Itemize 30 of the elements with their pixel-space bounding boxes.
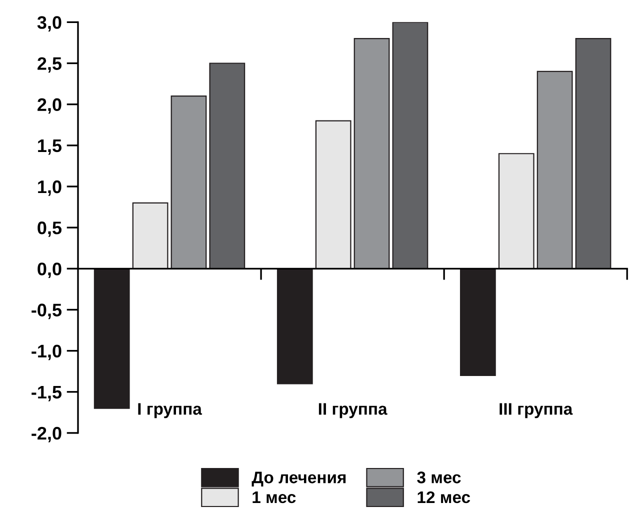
bar [575, 38, 612, 270]
bar [536, 70, 573, 270]
bar [209, 62, 246, 270]
legend-label: До лечения [252, 472, 346, 486]
y-tick-label: 0,0 [38, 262, 62, 278]
bar [276, 268, 313, 384]
legend-label: 12 мес [418, 491, 470, 504]
y-tick-label: 1,5 [38, 140, 62, 155]
bar [498, 153, 534, 270]
bar [315, 120, 352, 270]
bar [170, 96, 207, 270]
y-tick-label: 3,0 [37, 16, 62, 32]
y-tick-label: -1,5 [32, 386, 62, 402]
y-tick-label: 2,0 [38, 98, 62, 114]
x-tick-label: III группа [500, 403, 573, 418]
y-tick-label: 2,5 [38, 57, 62, 73]
y-tick-label: 0,5 [38, 222, 62, 237]
x-tick-label: I группа [138, 403, 202, 418]
x-tick-label: II группа [318, 403, 388, 418]
legend-label: 1 мес [252, 492, 296, 504]
bar [132, 202, 168, 270]
bar [354, 38, 390, 270]
y-tick-label: -0,5 [32, 304, 62, 320]
bar [392, 22, 428, 270]
legend-label: 3 мес [417, 472, 461, 484]
y-tick-label: -2,0 [32, 426, 62, 442]
y-tick-label: 1,0 [38, 180, 62, 196]
y-tick-label: -1,0 [32, 344, 62, 360]
bar [460, 268, 496, 376]
bar [94, 268, 130, 409]
